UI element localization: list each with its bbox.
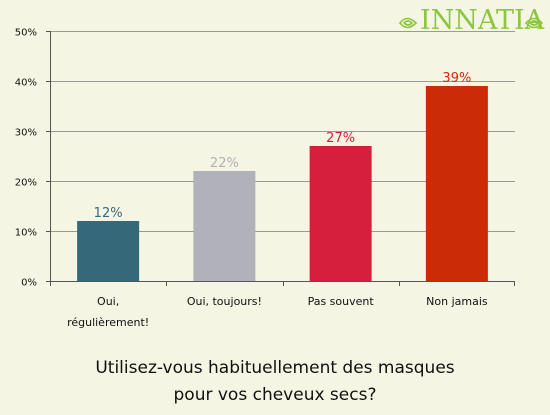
bar [77,221,140,281]
x-tick-label: Non jamais [426,295,488,308]
y-tick-label: 0% [21,278,37,289]
y-tick-label: 40% [15,78,37,89]
x-tick-label: Pas souvent [308,295,375,308]
question-line-1: Utilisez-vous habituellement des masques [95,358,455,378]
brand-logo: INNATIA [398,2,544,42]
bars [77,86,488,281]
bar [309,146,372,281]
bar [193,171,256,281]
x-tick-label: régulièrement! [67,316,149,329]
y-axis-tick-labels: 0% 10% 20% 30% 40% 50% [15,28,37,289]
y-tick-label: 10% [15,228,37,239]
y-tick-label: 30% [15,128,37,139]
survey-question: Utilisez-vous habituellement des masques… [0,355,550,409]
leaf-icon [398,17,544,29]
data-labels: 12% 22% 27% 39% [94,71,472,221]
data-label: 27% [326,131,355,146]
x-tick-label: Oui, toujours! [187,295,262,308]
x-tick-label: Oui, [97,295,119,308]
axes [46,31,515,286]
data-label: 22% [210,156,239,171]
data-label: 12% [94,206,123,221]
bar [425,86,488,281]
y-tick-label: 50% [15,28,37,39]
brand-name: INNATIA [420,5,545,36]
y-tick-label: 20% [15,178,37,189]
question-line-2: pour vos cheveux secs? [173,385,377,405]
data-label: 39% [442,71,471,86]
x-axis-tick-labels: Oui, régulièrement! Oui, toujours! Pas souv… [67,295,488,329]
